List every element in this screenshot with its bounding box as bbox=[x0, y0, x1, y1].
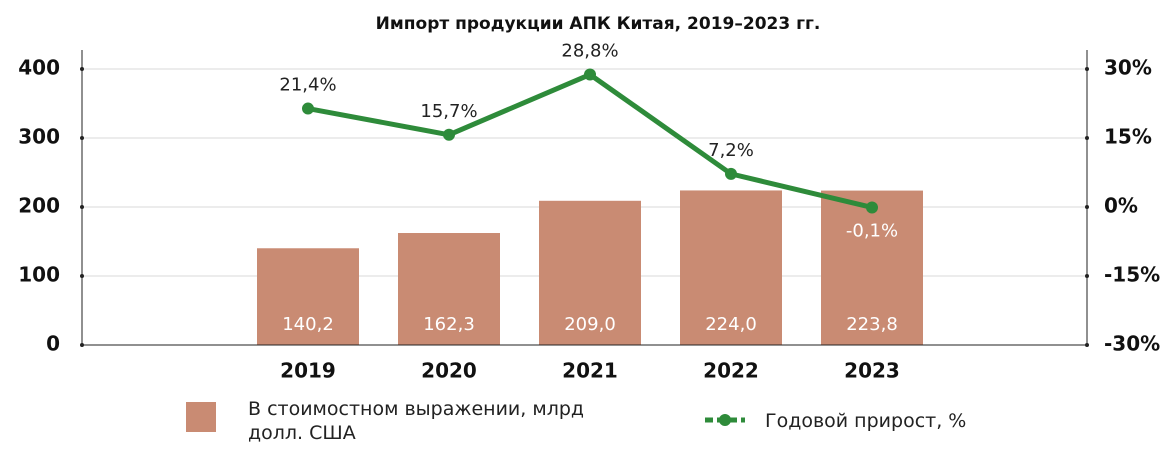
y2-tick-label: -15% bbox=[1104, 263, 1160, 287]
bar bbox=[398, 233, 500, 345]
line-value-label: -0,1% bbox=[846, 220, 898, 241]
y2-tick-label: 30% bbox=[1104, 56, 1152, 80]
y-tick-label: 200 bbox=[18, 194, 60, 218]
x-tick-label: 2019 bbox=[280, 359, 336, 383]
legend-swatch-bar bbox=[186, 402, 216, 432]
bar bbox=[821, 190, 923, 345]
line-point bbox=[584, 68, 596, 81]
bar bbox=[257, 248, 359, 345]
line-value-label: 21,4% bbox=[279, 75, 336, 96]
y2-tick-label: 0% bbox=[1104, 194, 1138, 218]
line-value-label: 7,2% bbox=[708, 140, 754, 161]
bar-value-label: 162,3 bbox=[423, 314, 475, 335]
line-point bbox=[443, 128, 455, 141]
line-value-label: 15,7% bbox=[420, 101, 477, 122]
x-tick-label: 2023 bbox=[844, 359, 900, 383]
line-point bbox=[302, 102, 314, 115]
legend-label-bar: В стоимостном выражении, млрд долл. США bbox=[248, 398, 585, 444]
y-tick-label: 400 bbox=[18, 56, 60, 80]
line bbox=[307, 72, 873, 210]
line-value-label: 28,8% bbox=[561, 41, 618, 62]
legend-dot bbox=[719, 414, 731, 426]
y-tick-label: 100 bbox=[18, 263, 60, 287]
line-point bbox=[866, 201, 878, 214]
bar-value-label: 223,8 bbox=[846, 314, 898, 335]
chart-title: Импорт продукции АПК Китая, 2019–2023 гг… bbox=[376, 14, 821, 34]
y2-tick-label: -30% bbox=[1104, 332, 1160, 356]
bar bbox=[539, 200, 641, 345]
y2-tick-label: 15% bbox=[1104, 125, 1152, 149]
bar-value-label: 224,0 bbox=[705, 314, 757, 335]
bar-value-label: 140,2 bbox=[282, 314, 334, 335]
x-tick-label: 2020 bbox=[421, 359, 477, 383]
bar bbox=[680, 190, 782, 345]
legend-label-line: Годовой прирост, % bbox=[765, 410, 967, 432]
bar-value-label: 209,0 bbox=[564, 314, 616, 335]
line-point bbox=[725, 167, 737, 180]
legend-swatch-line bbox=[705, 414, 745, 426]
x-tick-label: 2021 bbox=[562, 359, 618, 383]
x-tick-label: 2022 bbox=[703, 359, 759, 383]
y-tick-label: 300 bbox=[18, 125, 60, 149]
y-tick-label: 0 bbox=[46, 332, 60, 356]
